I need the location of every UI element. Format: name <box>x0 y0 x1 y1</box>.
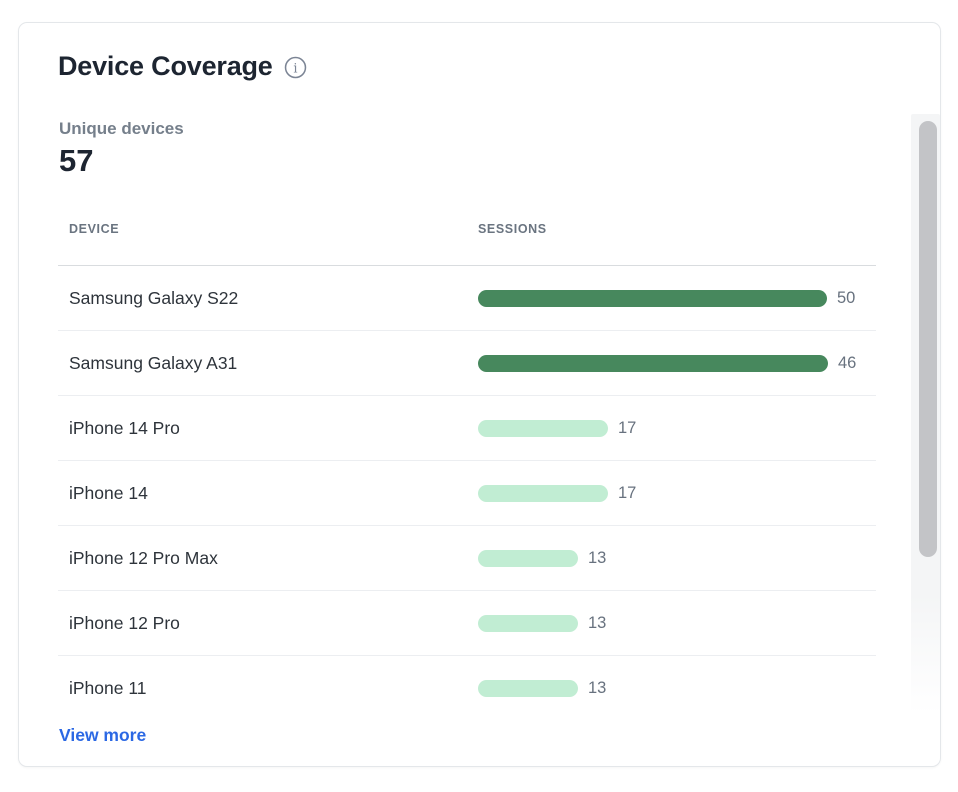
page-title: Device Coverage <box>58 51 273 81</box>
scrollbar-thumb[interactable] <box>919 121 937 557</box>
device-name: iPhone 14 <box>69 482 148 503</box>
sessions-cell: 13 <box>478 679 876 698</box>
column-header-device: DEVICE <box>69 222 120 236</box>
table-row: iPhone 12 Pro Max 13 <box>58 526 876 591</box>
device-coverage-card: Device Coverage i Unique devices 57 DEVI… <box>18 22 941 767</box>
device-name: iPhone 11 <box>69 678 147 698</box>
device-name: iPhone 12 Pro Max <box>69 547 218 568</box>
device-name: Samsung Galaxy S22 <box>69 287 239 308</box>
sessions-bar <box>478 680 578 697</box>
device-name: iPhone 14 Pro <box>69 417 180 438</box>
sessions-bar <box>478 354 828 372</box>
table-row: Samsung Galaxy A31 46 <box>58 331 876 396</box>
sessions-cell: 17 <box>478 419 876 438</box>
sessions-value: 17 <box>618 418 637 437</box>
sessions-bar <box>478 289 827 307</box>
info-icon[interactable]: i <box>284 56 307 79</box>
card-header: Device Coverage i <box>58 51 307 82</box>
sessions-bar <box>478 419 608 437</box>
column-header-sessions: SESSIONS <box>478 222 547 236</box>
device-name: Samsung Galaxy A31 <box>69 352 238 373</box>
metric-value: 57 <box>59 143 94 178</box>
sessions-bar <box>478 484 608 502</box>
sessions-cell: 46 <box>478 354 876 373</box>
sessions-bar <box>478 549 578 567</box>
sessions-value: 46 <box>838 353 857 372</box>
svg-text:i: i <box>293 62 297 77</box>
table-row: iPhone 14 Pro 17 <box>58 396 876 461</box>
sessions-bar <box>478 614 578 632</box>
metric-label: Unique devices <box>59 119 184 138</box>
sessions-cell: 17 <box>478 484 876 503</box>
sessions-cell: 13 <box>478 614 876 633</box>
table-header-row: DEVICE SESSIONS <box>58 203 876 266</box>
sessions-cell: 50 <box>478 289 876 308</box>
table-row: iPhone 12 Pro 13 <box>58 591 876 656</box>
sessions-value: 13 <box>588 613 607 632</box>
table-row: Samsung Galaxy S22 50 <box>58 266 876 331</box>
view-more-link[interactable]: View more <box>59 725 147 745</box>
sessions-value: 13 <box>588 548 607 567</box>
table-body: Samsung Galaxy S22 50 Samsung Galaxy A31… <box>58 266 876 721</box>
sessions-value: 50 <box>837 288 856 307</box>
device-name: iPhone 12 Pro <box>69 612 180 633</box>
table-row: iPhone 11 13 <box>58 656 876 721</box>
sessions-value: 17 <box>618 483 637 502</box>
sessions-value: 13 <box>588 679 607 697</box>
device-sessions-table: DEVICE SESSIONS Samsung Galaxy S22 50 Sa… <box>58 203 876 721</box>
table-row: iPhone 14 17 <box>58 461 876 526</box>
sessions-cell: 13 <box>478 549 876 568</box>
